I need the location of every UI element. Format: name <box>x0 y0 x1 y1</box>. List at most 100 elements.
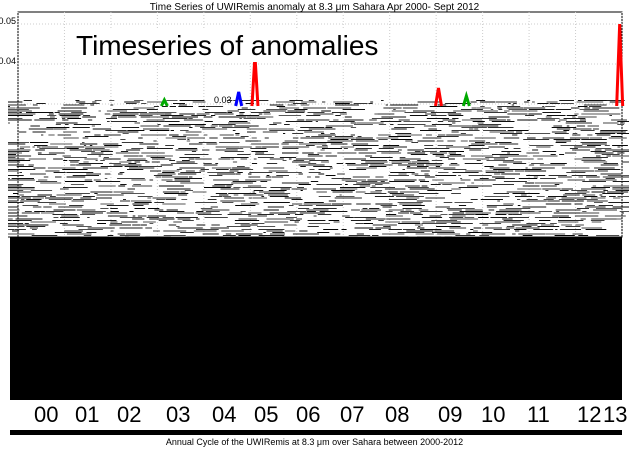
noise-stroke <box>591 218 617 220</box>
noise-stroke <box>370 157 393 158</box>
noise-stroke <box>417 140 435 142</box>
noise-stroke <box>506 119 511 121</box>
noise-stroke <box>189 143 203 145</box>
noise-stroke <box>140 116 151 118</box>
noise-stroke <box>397 202 423 203</box>
noise-stroke <box>8 200 18 202</box>
noise-stroke <box>121 142 144 143</box>
noise-stroke <box>559 100 574 101</box>
noise-stroke <box>594 152 614 154</box>
noise-stroke <box>387 191 398 193</box>
noise-stroke <box>24 223 29 224</box>
noise-stroke <box>558 176 572 178</box>
noise-stroke <box>174 179 191 181</box>
noise-stroke <box>561 224 572 226</box>
noise-stroke <box>111 116 117 118</box>
noise-stroke <box>559 229 581 230</box>
noise-stroke <box>173 103 185 104</box>
noise-stroke <box>222 235 236 236</box>
noise-stroke <box>426 134 432 136</box>
noise-stroke <box>371 185 376 187</box>
noise-stroke <box>413 110 435 112</box>
noise-stroke <box>331 178 352 179</box>
noise-stroke <box>36 181 58 182</box>
noise-stroke <box>84 136 109 137</box>
noise-stroke <box>402 205 425 206</box>
noise-stroke <box>40 182 62 184</box>
noise-stroke <box>210 196 223 197</box>
noise-stroke <box>204 187 231 188</box>
noise-stroke <box>215 193 228 194</box>
noise-stroke <box>30 125 40 127</box>
noise-stroke <box>211 115 216 116</box>
noise-stroke <box>334 197 362 199</box>
noise-stroke <box>486 205 513 206</box>
noise-stroke <box>155 176 162 178</box>
noise-stroke <box>295 158 315 160</box>
noise-stroke <box>556 128 571 130</box>
noise-stroke <box>183 119 203 121</box>
noise-stroke <box>33 167 46 169</box>
noise-stroke <box>162 170 180 172</box>
noise-stroke <box>422 221 435 223</box>
noise-stroke <box>263 232 266 233</box>
noise-stroke <box>460 179 471 181</box>
noise-stroke <box>563 194 580 196</box>
noise-stroke <box>380 181 385 182</box>
noise-stroke <box>104 113 111 115</box>
noise-stroke <box>134 122 140 124</box>
noise-stroke <box>451 223 473 224</box>
noise-stroke <box>8 196 20 197</box>
noise-stroke <box>163 230 187 232</box>
noise-stroke <box>252 191 255 193</box>
noise-stroke <box>176 169 182 170</box>
noise-stroke <box>430 152 447 154</box>
noise-stroke <box>394 127 415 128</box>
noise-stroke <box>15 229 26 230</box>
noise-stroke <box>8 202 24 203</box>
noise-stroke <box>612 187 629 188</box>
noise-stroke <box>365 218 386 220</box>
noise-stroke <box>112 109 139 110</box>
noise-stroke <box>470 229 474 230</box>
noise-stroke <box>278 214 290 215</box>
noise-stroke <box>107 235 114 236</box>
noise-stroke <box>350 220 371 221</box>
noise-stroke <box>284 124 290 125</box>
noise-stroke <box>465 209 483 211</box>
noise-stroke <box>383 226 391 227</box>
noise-stroke <box>511 104 515 106</box>
noise-stroke <box>68 160 80 161</box>
noise-stroke <box>291 188 307 190</box>
noise-stroke <box>307 155 323 157</box>
noise-stroke <box>89 145 93 146</box>
noise-stroke <box>197 214 222 215</box>
noise-stroke <box>103 134 121 136</box>
noise-stroke <box>134 100 144 101</box>
noise-stroke <box>106 205 129 206</box>
noise-stroke <box>163 235 186 236</box>
noise-stroke <box>112 115 136 116</box>
noise-stroke <box>522 206 547 208</box>
noise-stroke <box>584 100 607 101</box>
noise-stroke <box>120 184 127 185</box>
noise-stroke <box>587 145 601 146</box>
noise-stroke <box>235 134 240 136</box>
noise-stroke <box>21 212 40 214</box>
noise-stroke <box>69 205 84 206</box>
noise-stroke <box>226 226 251 227</box>
noise-stroke <box>516 131 523 133</box>
noise-stroke <box>54 112 60 113</box>
noise-stroke <box>227 112 233 113</box>
noise-stroke <box>498 109 503 110</box>
noise-stroke <box>496 211 520 212</box>
noise-stroke <box>179 100 205 101</box>
noise-stroke <box>368 103 373 104</box>
noise-stroke <box>231 182 253 184</box>
noise-stroke <box>330 143 348 145</box>
noise-stroke <box>162 217 174 218</box>
noise-stroke <box>134 208 146 209</box>
noise-stroke <box>292 137 299 139</box>
noise-stroke <box>354 217 377 218</box>
noise-stroke <box>578 176 583 178</box>
